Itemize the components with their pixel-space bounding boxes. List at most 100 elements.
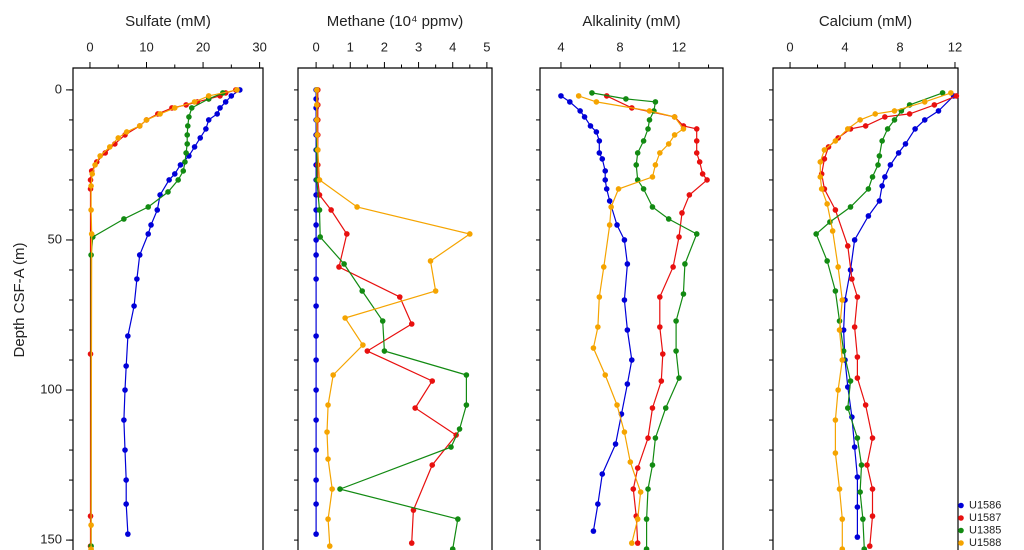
data-point [203,126,209,132]
data-point [673,348,679,354]
data-point [325,402,331,408]
legend-marker [958,527,964,534]
data-point [122,447,128,453]
data-point [184,141,191,147]
profile-line [317,89,457,544]
data-point [145,231,152,237]
data-point [657,294,663,300]
data-point [645,126,651,132]
data-point [670,264,676,270]
data-point [177,162,184,168]
data-point [621,237,628,243]
data-point [680,126,687,132]
data-point [121,417,127,423]
data-point [624,261,631,267]
data-point [463,372,470,378]
data-point [680,291,687,297]
data-point [628,357,635,363]
legend-label: U1588 [969,537,1001,549]
data-point [89,171,96,177]
profile-line [819,92,952,550]
data-point [935,108,942,114]
data-point [184,123,191,129]
data-point [313,417,319,423]
data-point [662,405,669,411]
data-point [595,501,601,507]
data-point [396,294,403,300]
data-point [832,138,839,144]
data-point [851,237,858,243]
data-point [131,303,137,309]
data-point [313,252,319,258]
data-point [364,348,371,354]
data-point [948,90,954,96]
data-point [832,288,839,294]
data-point [125,531,131,537]
data-point [134,276,140,282]
data-point [567,99,573,105]
data-point [858,462,865,468]
data-point [313,477,319,483]
x-tick-label: 20 [196,39,210,54]
data-point [645,486,651,492]
data-point [839,357,846,363]
y-tick-label: 0 [55,81,62,96]
data-point [313,447,319,453]
data-point [621,429,628,435]
profile-line [578,95,685,544]
data-point [603,186,610,192]
data-point [849,276,855,282]
x-tick-label: 0 [86,39,93,54]
profile-line [316,89,467,550]
x-tick-label: 3 [415,39,422,54]
data-point [624,327,631,333]
profile-line [842,95,955,538]
data-point [854,354,861,360]
data-point [342,315,348,321]
data-point [931,102,938,108]
data-point [854,504,861,510]
data-point [835,264,841,270]
data-point [608,204,614,210]
data-point [337,486,343,492]
x-tick-label: 30 [252,39,266,54]
x-tick-label: 4 [449,39,456,54]
plot-frame [297,67,493,550]
data-point [676,234,682,240]
data-point [623,96,629,102]
data-point [640,186,647,192]
data-point [665,216,672,222]
data-point [593,99,600,105]
data-point [427,258,434,264]
data-point [316,177,323,183]
data-point [214,111,220,117]
data-point [921,117,928,123]
data-point [602,168,609,174]
data-point [408,321,415,327]
x-tick-label: 8 [616,39,623,54]
data-point [88,183,94,189]
data-point [872,111,879,117]
data-point [88,207,94,213]
data-point [902,141,909,147]
data-point [854,294,861,300]
data-point [862,402,869,408]
data-point [182,159,188,165]
data-point [315,162,321,168]
y-tick-label: 100 [40,381,62,396]
data-point [835,387,841,393]
data-point [463,402,470,408]
data-point [330,372,336,378]
data-point [432,288,439,294]
data-point [602,177,609,183]
data-point [832,450,839,456]
data-point [844,405,851,411]
data-point [869,174,876,180]
data-point [844,126,851,132]
data-point [596,138,603,144]
data-point [354,204,360,210]
data-point [682,261,688,267]
data-point [449,546,456,550]
legend-marker [958,515,964,521]
data-point [821,156,828,162]
